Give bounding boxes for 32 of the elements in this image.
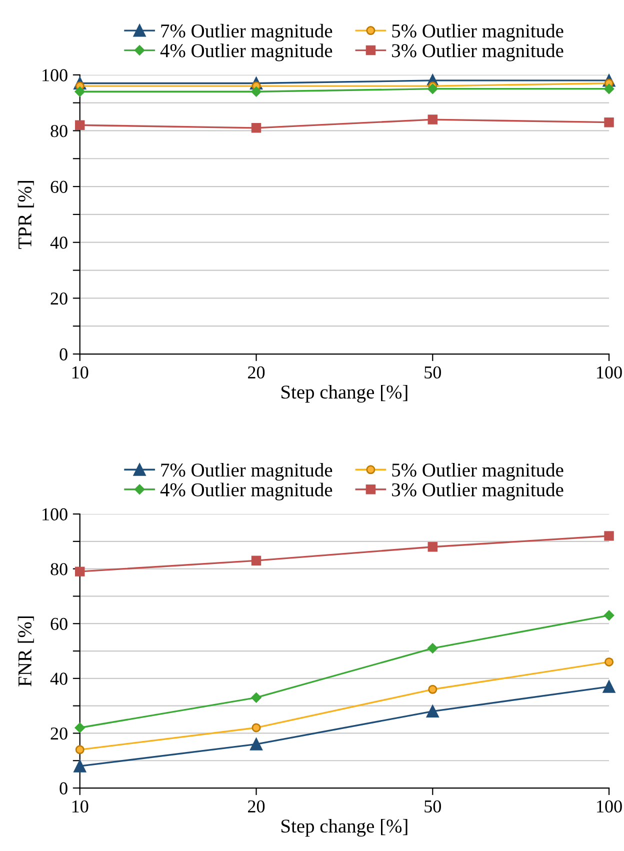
y-tick-label: 20 xyxy=(50,727,68,740)
y-axis-title: FNR [%] xyxy=(18,616,34,686)
x-tick-label: 50 xyxy=(424,366,441,379)
x-tick-label: 20 xyxy=(248,800,265,813)
legend-label: 7% Outlier magnitude xyxy=(161,462,332,481)
x-tick-label: 50 xyxy=(424,800,441,813)
y-tick-label: 40 xyxy=(50,236,68,249)
y-tick-label: 100 xyxy=(42,508,68,520)
x-tick-label: 10 xyxy=(72,366,88,379)
y-tick-label: 60 xyxy=(50,180,68,193)
x-tick-label: 10 xyxy=(72,800,88,813)
legend-label: 5% Outlier magnitude xyxy=(392,462,564,481)
y-tick-label: 0 xyxy=(60,348,68,360)
legend-label: 4% Outlier magnitude xyxy=(160,44,332,62)
y-tick-label: 80 xyxy=(50,563,68,576)
legend-label: 5% Outlier magnitude xyxy=(392,24,564,42)
legend-label: 3% Outlier magnitude xyxy=(392,44,564,62)
x-axis-title: Step change [%] xyxy=(282,818,408,837)
x-tick-label: 100 xyxy=(597,366,622,379)
y-tick-label: 100 xyxy=(42,69,68,82)
legend-label: 3% Outlier magnitude xyxy=(392,482,564,500)
x-tick-label: 20 xyxy=(248,366,265,379)
y-tick-label: 0 xyxy=(60,782,68,794)
legend-label: 4% Outlier magnitude xyxy=(160,482,332,500)
y-tick-label: 20 xyxy=(50,292,68,305)
y-tick-label: 40 xyxy=(50,672,68,685)
y-tick-label: 80 xyxy=(50,124,68,138)
y-tick-label: 60 xyxy=(50,618,68,630)
legend-label: 7% Outlier magnitude xyxy=(161,24,332,42)
x-axis-title: Step change [%] xyxy=(282,384,408,403)
y-axis-title: TPR [%] xyxy=(18,181,34,249)
x-tick-label: 100 xyxy=(597,800,622,813)
